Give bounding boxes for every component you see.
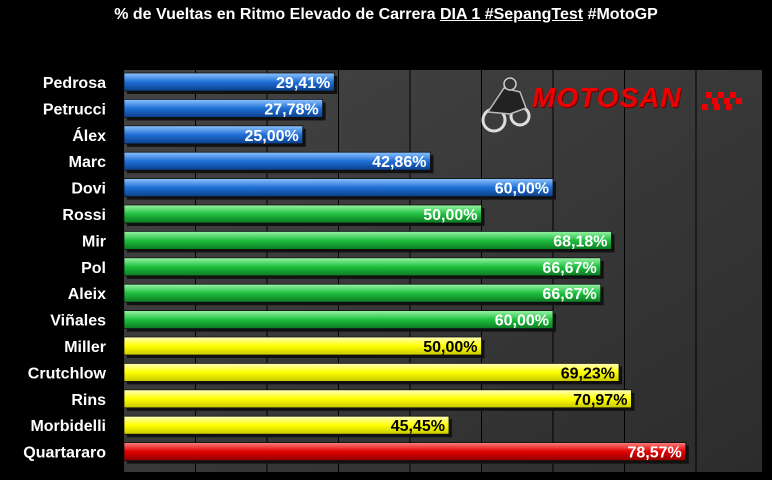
- title-part-1: % de Vueltas en Ritmo Elevado de Carrera: [114, 6, 436, 23]
- data-label: 60,00%: [495, 181, 549, 198]
- data-label: 27,78%: [264, 101, 318, 118]
- logo-text: MOTOSAN: [532, 82, 682, 113]
- bar-rins: [123, 389, 632, 409]
- category-labels: Pedrosa Petrucci Álex Marc Dovi Rossi Mir Pol Al…: [23, 75, 106, 462]
- data-label: 50,00%: [423, 207, 477, 224]
- data-label: 60,00%: [495, 313, 549, 330]
- bar-aleix: [123, 283, 602, 303]
- bar-pol: [123, 257, 602, 277]
- data-label: 42,86%: [372, 154, 426, 171]
- category-label: Aleix: [68, 286, 106, 303]
- category-label: Marc: [69, 154, 106, 171]
- bar-dovi: [123, 178, 554, 198]
- data-label: 78,57%: [628, 445, 682, 462]
- data-label: 25,00%: [244, 128, 298, 145]
- category-label: Pol: [81, 260, 106, 277]
- category-label: Petrucci: [43, 101, 106, 118]
- category-label: Rossi: [62, 207, 106, 224]
- category-label: Miller: [64, 339, 106, 356]
- data-label: 70,97%: [573, 392, 627, 409]
- category-label: Viñales: [50, 313, 106, 330]
- category-label: Mir: [82, 233, 106, 250]
- category-label: Álex: [72, 126, 106, 145]
- bar-marc: [123, 151, 431, 171]
- category-label: Quartararo: [23, 445, 106, 462]
- bar-morbidelli: [123, 415, 450, 435]
- bar-rossi: [123, 204, 482, 224]
- bar-pedrosa: [123, 72, 335, 92]
- category-label: Crutchlow: [28, 365, 107, 382]
- motorbike-rider-icon: [481, 77, 531, 133]
- motosan-logo: MOTOSAN: [480, 72, 750, 134]
- data-label: 66,67%: [542, 286, 596, 303]
- data-label: 68,18%: [553, 233, 607, 250]
- category-label: Morbidelli: [30, 418, 106, 435]
- bar-álex: [123, 125, 304, 145]
- category-label: Dovi: [71, 181, 106, 198]
- data-label: 29,41%: [276, 75, 330, 92]
- data-label: 66,67%: [542, 260, 596, 277]
- title-part-2: DIA 1 #SepangTest: [439, 6, 584, 23]
- bar-miller: [123, 336, 482, 356]
- data-label: 69,23%: [561, 365, 615, 382]
- bars: 29,41% 27,78% 25,00% 42,86% 60,00% 50,00% 68,1…: [123, 72, 689, 464]
- bar-mir: [123, 230, 612, 250]
- category-label: Pedrosa: [43, 75, 106, 92]
- chart-title: % de Vueltas en Ritmo Elevado de Carrera…: [0, 6, 772, 24]
- title-part-3: #MotoGP: [587, 6, 658, 23]
- bar-petrucci: [123, 99, 324, 118]
- category-label: Rins: [71, 392, 106, 409]
- data-label: 45,45%: [391, 418, 445, 435]
- bar-quartararo: [123, 442, 687, 462]
- bar-crutchlow: [123, 362, 620, 382]
- data-label: 50,00%: [423, 339, 477, 356]
- checkered-flag-icon: [702, 92, 742, 110]
- bar-viñales: [123, 310, 554, 330]
